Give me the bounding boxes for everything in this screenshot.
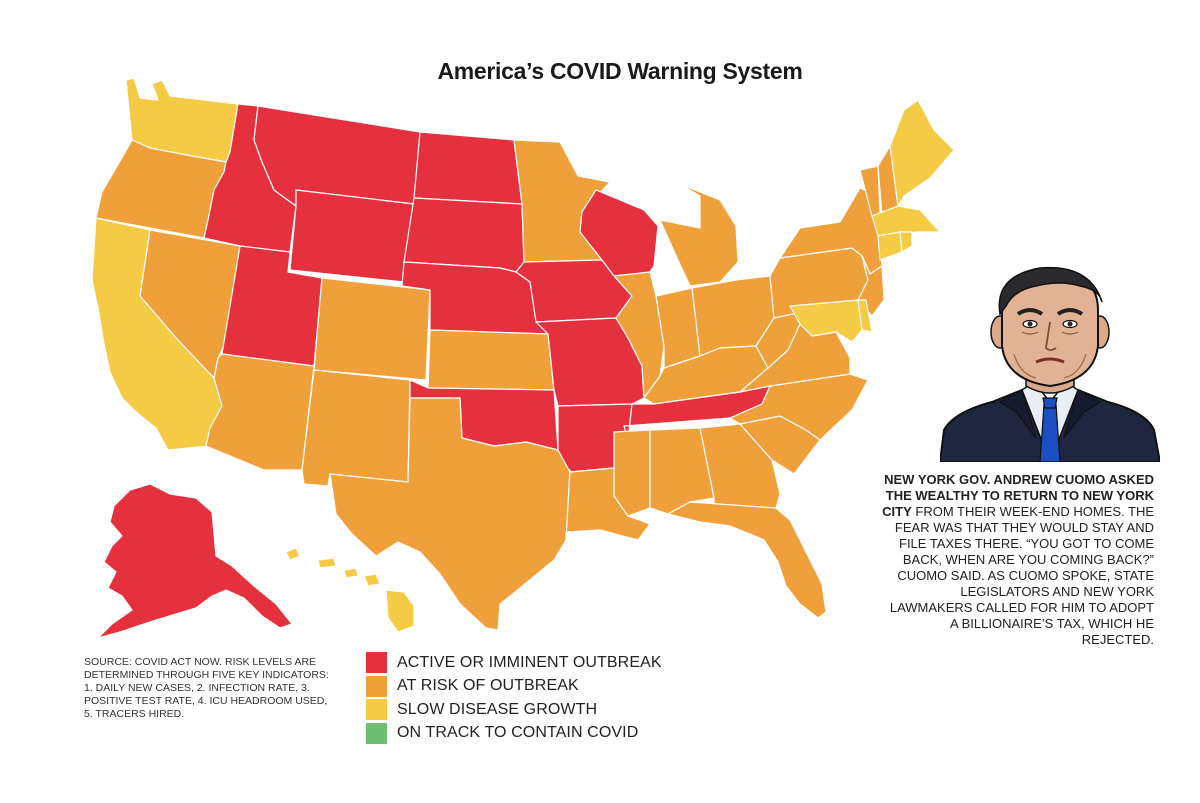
state-texas (329, 397, 571, 631)
state-mississippi (613, 429, 651, 517)
legend-swatch-orange (366, 675, 387, 697)
caption-bold: NEW YORK GOV. ANDREW CUOMO ASKED THE WEA… (882, 472, 1154, 519)
state-north-dakota (413, 131, 523, 205)
state-hawaii (285, 547, 415, 633)
map-title: America’s COVID Warning System (437, 58, 803, 84)
cuomo-portrait-illustration (940, 266, 1160, 462)
legend-item-at-risk: AT RISK OF OUTBREAK (366, 675, 662, 699)
state-south-dakota (403, 197, 525, 273)
legend-label: SLOW DISEASE GROWTH (397, 700, 598, 718)
legend-item-active-outbreak: ACTIVE OR IMMINENT OUTBREAK (366, 651, 662, 675)
caption-body: FROM THEIR WEEK-END HOMES. THE FEAR WAS … (889, 504, 1154, 647)
state-colorado (313, 277, 431, 381)
state-florida (667, 501, 827, 619)
state-wyoming (289, 189, 415, 283)
state-arizona (205, 353, 315, 471)
cuomo-caption: NEW YORK GOV. ANDREW CUOMO ASKED THE WEA… (880, 472, 1154, 648)
state-delaware (857, 299, 873, 333)
legend-item-on-track: ON TRACK TO CONTAIN COVID (366, 722, 662, 746)
legend: ACTIVE OR IMMINENT OUTBREAK AT RISK OF O… (366, 651, 662, 745)
state-montana (253, 105, 421, 207)
legend-label: ACTIVE OR IMMINENT OUTBREAK (397, 653, 662, 671)
legend-swatch-yellow (366, 699, 387, 721)
state-rhode-island (899, 231, 913, 253)
state-wisconsin (579, 189, 659, 277)
legend-label: ON TRACK TO CONTAIN COVID (397, 724, 639, 742)
state-new-mexico (301, 369, 411, 487)
source-note: SOURCE: COVID ACT NOW. RISK LEVELS ARE D… (84, 656, 329, 720)
legend-label: AT RISK OF OUTBREAK (397, 677, 579, 695)
legend-swatch-green (366, 722, 387, 744)
state-maine (889, 99, 955, 207)
state-michigan (659, 183, 739, 287)
state-connecticut (877, 231, 903, 261)
state-kansas (427, 329, 555, 391)
legend-item-slow-growth: SLOW DISEASE GROWTH (366, 698, 662, 722)
state-alaska (97, 483, 293, 639)
legend-swatch-red (366, 652, 387, 674)
